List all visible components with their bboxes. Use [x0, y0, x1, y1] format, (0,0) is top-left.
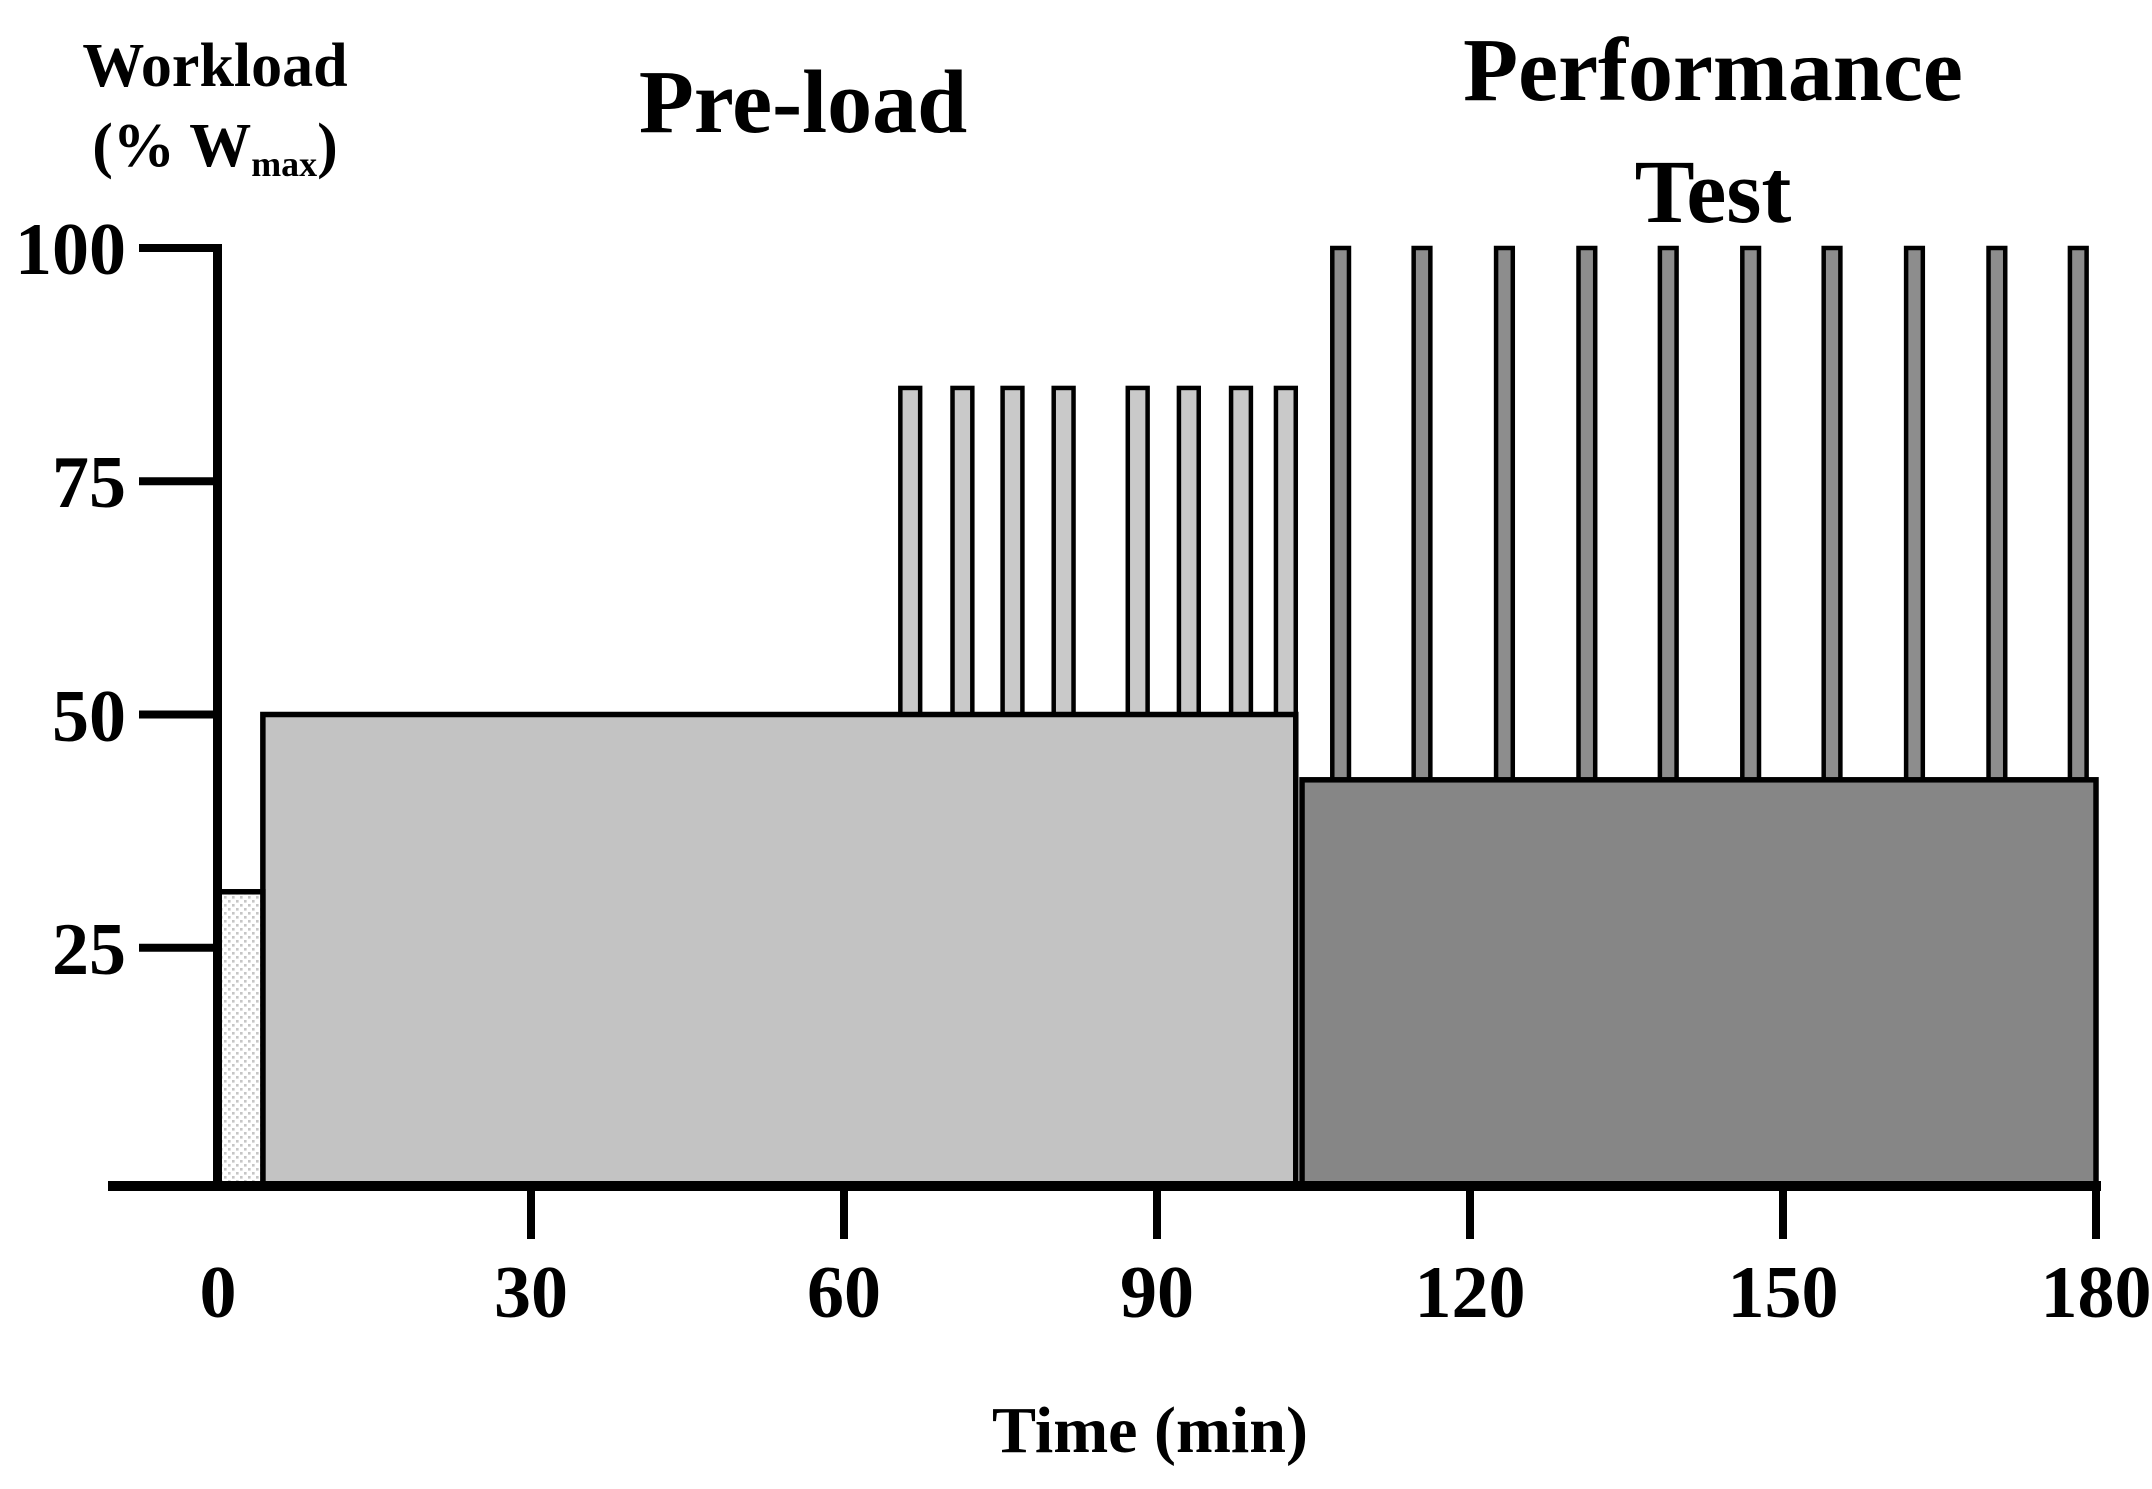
x-axis-line: [108, 1181, 2101, 1191]
sprint-bar: [1330, 245, 1352, 788]
x-tick-mark: [1153, 1191, 1161, 1239]
preload-block: [260, 711, 1299, 1188]
y-tick-mark: [139, 477, 218, 486]
sprint-bar: [1176, 385, 1201, 722]
sprint-bar: [1986, 245, 2008, 788]
sprint-bar: [1903, 245, 1926, 788]
sprint-bar: [1000, 385, 1025, 722]
y-tick-mark: [139, 244, 218, 252]
sprint-bar: [1576, 245, 1598, 788]
x-tick-label: 150: [1727, 1252, 1839, 1334]
phase-label-performance-test: Performance Test: [1413, 10, 2013, 254]
performance-label-line1: Performance: [1463, 21, 1963, 120]
sprint-bar: [1228, 385, 1254, 722]
sprint-bar: [2067, 245, 2089, 788]
x-tick-mark: [840, 1191, 848, 1239]
x-tick-mark: [2092, 1191, 2100, 1239]
sprint-bar: [1125, 385, 1150, 722]
y-axis-title: Workload (% Wmax): [62, 26, 368, 204]
x-tick-label: 180: [2040, 1252, 2152, 1334]
sprint-bar: [1411, 245, 1433, 788]
axes: [108, 244, 2101, 1239]
x-tick-label: 60: [807, 1252, 881, 1334]
sprint-bar: [1273, 385, 1299, 722]
sprint-bar: [1493, 245, 1516, 788]
performance-label-line2: Test: [1634, 143, 1792, 242]
sprint-bar: [1821, 245, 1843, 788]
x-axis-title: Time (min): [992, 1394, 1308, 1467]
warmup-block: [215, 889, 266, 1188]
sprint-bar: [1051, 385, 1076, 722]
sprint-bar: [950, 385, 975, 722]
x-tick-label: 30: [494, 1252, 568, 1334]
sprint-bar: [1657, 245, 1679, 788]
x-tick-mark: [1779, 1191, 1787, 1239]
x-tick-mark: [527, 1191, 535, 1239]
x-tick-label: 0: [199, 1252, 237, 1334]
performance-block: [1299, 777, 2099, 1188]
y-axis-title-line2: (% Wmax): [92, 112, 338, 185]
sprint-bar: [898, 385, 923, 722]
y-tick-mark: [139, 710, 218, 719]
y-axis-title-line1: Workload: [82, 32, 348, 100]
phase-label-preload: Pre-load: [638, 53, 968, 152]
sprint-bar: [1740, 245, 1762, 788]
x-tick-label: 90: [1120, 1252, 1194, 1334]
x-tick-label: 120: [1414, 1252, 1526, 1334]
x-tick-mark: [1466, 1191, 1474, 1239]
y-tick-mark: [139, 943, 218, 952]
protocol-bars: [215, 245, 2099, 1188]
y-axis-title-subscript: max: [251, 144, 318, 185]
